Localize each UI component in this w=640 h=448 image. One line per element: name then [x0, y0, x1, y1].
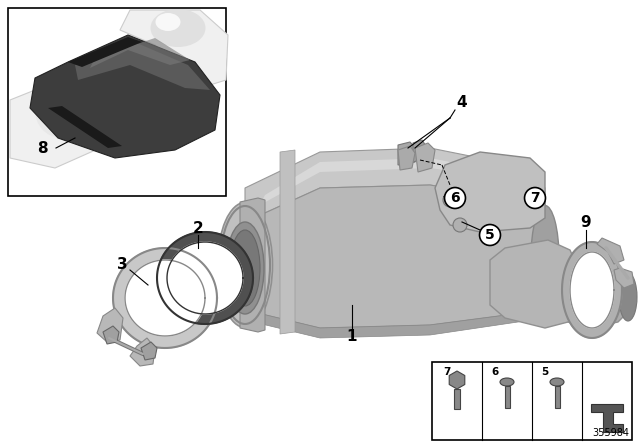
Text: 355984: 355984	[592, 428, 629, 438]
Ellipse shape	[218, 202, 273, 327]
Polygon shape	[398, 142, 415, 165]
Polygon shape	[75, 40, 210, 90]
Polygon shape	[260, 158, 530, 205]
Polygon shape	[597, 238, 624, 264]
Polygon shape	[68, 37, 142, 67]
Polygon shape	[415, 143, 435, 172]
Text: 7: 7	[530, 191, 540, 205]
Polygon shape	[245, 310, 545, 338]
Ellipse shape	[230, 230, 260, 306]
Ellipse shape	[156, 13, 180, 31]
Polygon shape	[48, 106, 122, 148]
Polygon shape	[449, 371, 465, 389]
Polygon shape	[413, 140, 426, 162]
Ellipse shape	[226, 222, 264, 314]
Polygon shape	[245, 185, 545, 328]
Polygon shape	[97, 308, 123, 342]
Polygon shape	[157, 232, 253, 324]
Ellipse shape	[531, 206, 559, 310]
Polygon shape	[141, 342, 157, 360]
Bar	[504, 386, 509, 408]
Text: 6: 6	[492, 367, 499, 377]
Polygon shape	[90, 38, 190, 68]
Text: 5: 5	[485, 228, 495, 242]
Polygon shape	[125, 260, 205, 336]
Bar	[432, 362, 632, 440]
Ellipse shape	[500, 378, 514, 386]
Polygon shape	[103, 326, 119, 344]
Polygon shape	[120, 10, 228, 85]
Ellipse shape	[550, 378, 564, 386]
Bar	[8, 8, 226, 196]
Circle shape	[453, 218, 467, 232]
Text: 2: 2	[193, 220, 204, 236]
Text: 9: 9	[580, 215, 591, 229]
Polygon shape	[245, 148, 545, 222]
Text: 6: 6	[450, 191, 460, 205]
Ellipse shape	[619, 273, 637, 321]
Text: 7: 7	[444, 367, 451, 377]
Text: 3: 3	[116, 257, 127, 271]
Polygon shape	[398, 146, 415, 170]
Polygon shape	[490, 240, 578, 328]
Polygon shape	[570, 252, 614, 328]
Polygon shape	[614, 268, 634, 288]
Circle shape	[443, 193, 457, 207]
Polygon shape	[560, 260, 630, 328]
Text: 8: 8	[36, 141, 47, 155]
Polygon shape	[591, 404, 623, 432]
Polygon shape	[97, 318, 155, 363]
Ellipse shape	[35, 82, 85, 138]
Polygon shape	[10, 78, 115, 168]
Ellipse shape	[150, 9, 205, 47]
Bar	[554, 386, 559, 408]
Polygon shape	[113, 248, 217, 348]
Polygon shape	[240, 198, 265, 332]
Text: 1: 1	[347, 328, 357, 344]
Text: 5: 5	[541, 367, 548, 377]
Polygon shape	[130, 338, 155, 366]
Polygon shape	[167, 242, 243, 314]
Bar	[454, 389, 460, 409]
Polygon shape	[280, 150, 295, 334]
Polygon shape	[435, 152, 545, 232]
Text: 4: 4	[457, 95, 467, 109]
Polygon shape	[30, 35, 220, 158]
Polygon shape	[602, 238, 630, 272]
Polygon shape	[562, 242, 622, 338]
